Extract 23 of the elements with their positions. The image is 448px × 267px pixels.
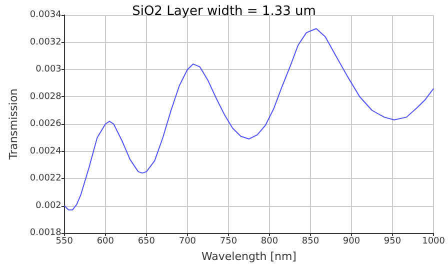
x-tick-label: 850	[302, 236, 320, 246]
chart-title: SiO2 Layer width = 1.33 um	[132, 4, 316, 19]
x-tick-label: 550	[56, 236, 74, 246]
y-tick-label: 0.0026	[30, 119, 62, 129]
y-tick-label: 0.0028	[30, 92, 62, 102]
x-axis-title: Wavelength [nm]	[201, 250, 296, 263]
y-tick-label: 0.0024	[30, 146, 62, 156]
x-tick-label: 1000	[422, 236, 446, 246]
x-tick-label: 900	[342, 236, 360, 246]
y-tick-label: 0.0034	[30, 10, 62, 20]
x-tick-label: 800	[260, 236, 278, 246]
y-tick-label: 0.003	[36, 64, 62, 74]
line-series	[64, 28, 434, 210]
x-tick-label: 600	[96, 236, 114, 246]
y-tick-label: 0.002	[36, 200, 62, 211]
y-tick-label: 0.0022	[30, 174, 62, 184]
x-tick-label: 950	[384, 236, 402, 246]
x-tick-label: 750	[220, 236, 238, 246]
y-axis-title: Transmission	[7, 88, 20, 161]
y-tick-label: 0.0018	[30, 228, 62, 238]
y-tick-label: 0.0032	[30, 37, 62, 48]
x-tick-label: 700	[178, 236, 196, 246]
x-tick-label: 650	[138, 236, 156, 246]
